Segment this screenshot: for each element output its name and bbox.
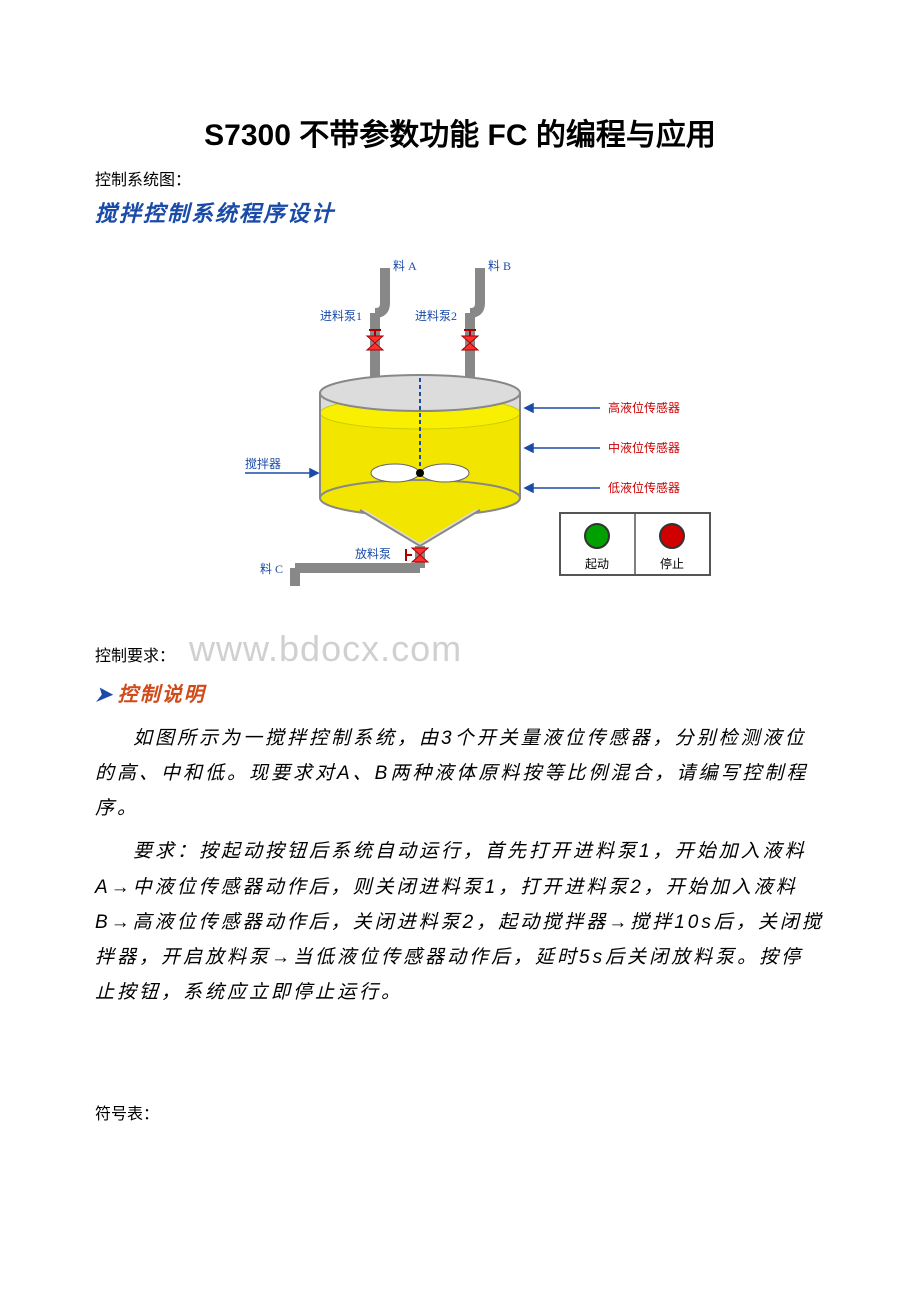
label-drain-pump: 放料泵: [355, 546, 391, 561]
system-diagram-label: 控制系统图：: [95, 166, 825, 190]
valve-pump1-icon: [367, 330, 383, 350]
mixing-system-diagram: 料 A 料 B 进料泵1 进料泵2 高液位传感器 中液位传感器 低液位传感器 搅…: [200, 258, 720, 588]
control-requirement-label: 控制要求：: [95, 642, 175, 666]
paragraph-1: 如图所示为一搅拌控制系统，由3个开关量液位传感器，分别检测液位的高、中和低。现要…: [95, 721, 825, 826]
page-title: S7300 不带参数功能 FC 的编程与应用: [95, 110, 825, 154]
watermark-text: www.bdocx.com: [189, 628, 462, 670]
label-material-b: 料 B: [488, 259, 511, 273]
label-stirrer: 搅拌器: [245, 456, 281, 471]
label-sensor-mid: 中液位传感器: [608, 440, 680, 455]
valve-pump2-icon: [462, 330, 478, 350]
label-sensor-high: 高液位传感器: [608, 400, 680, 415]
label-pump2: 进料泵2: [415, 309, 457, 323]
control-panel: [560, 513, 710, 575]
label-material-c: 料 C: [260, 562, 283, 576]
control-description-heading: ➤控制说明: [95, 678, 825, 707]
label-material-a: 料 A: [393, 259, 417, 273]
arrow-icon: ➤: [95, 684, 114, 706]
diagram-container: 料 A 料 B 进料泵1 进料泵2 高液位传感器 中液位传感器 低液位传感器 搅…: [95, 258, 825, 588]
stop-button[interactable]: [660, 524, 684, 548]
paragraph-2: 要求：按起动按钮后系统自动运行，首先打开进料泵1，开始加入液料A→中液位传感器动…: [95, 834, 825, 1010]
symbol-table-label: 符号表：: [95, 1100, 825, 1124]
label-sensor-low: 低液位传感器: [608, 480, 680, 495]
label-stop: 停止: [660, 556, 684, 571]
start-button[interactable]: [585, 524, 609, 548]
control-heading-text: 控制说明: [118, 684, 206, 706]
label-start: 起动: [585, 557, 609, 571]
label-pump1: 进料泵1: [320, 309, 362, 323]
diagram-subtitle: 搅拌控制系统程序设计: [95, 196, 825, 228]
